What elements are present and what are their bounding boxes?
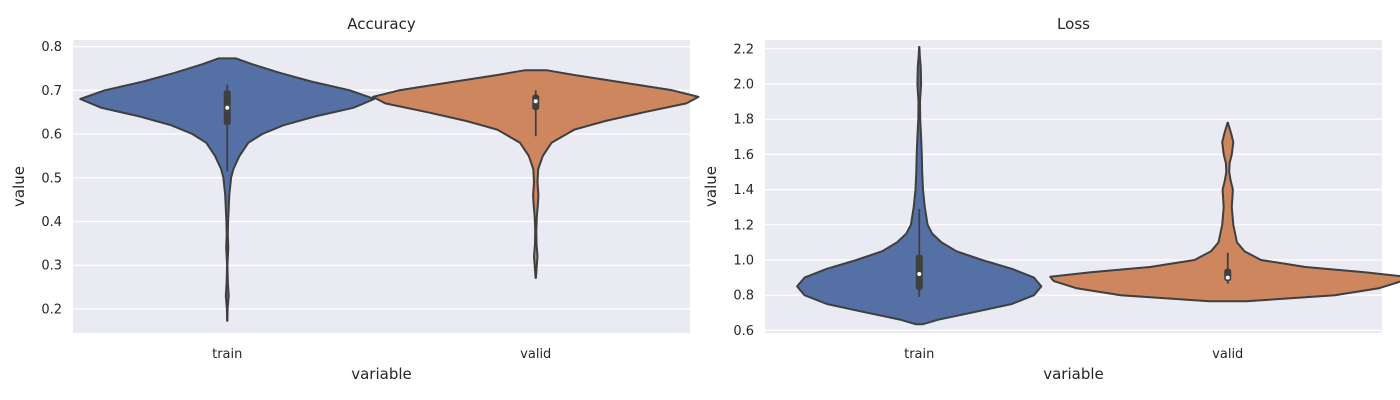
violins xyxy=(796,46,1400,326)
y-tick-label: 1.2 xyxy=(733,218,754,233)
y-tick-label: 0.8 xyxy=(41,40,62,55)
y-tick-label: 1.8 xyxy=(733,113,754,128)
y-tick-label: 0.3 xyxy=(41,259,62,274)
accuracy-panel: 0.2 0.3 0.4 0.5 0.6 0.7 0.8 train valid Accurac… xyxy=(10,15,700,383)
y-axis-label: value xyxy=(10,166,28,207)
x-tick-label: valid xyxy=(520,347,551,362)
y-tick-label: 0.7 xyxy=(41,84,62,99)
x-tick-label: valid xyxy=(1212,347,1243,362)
y-tick-label: 2.0 xyxy=(733,77,754,92)
x-axis-label: variable xyxy=(351,365,412,383)
y-tick-label: 1.4 xyxy=(733,183,754,198)
x-tick-labels: train valid xyxy=(212,347,551,362)
y-tick-label: 0.4 xyxy=(41,215,62,230)
y-tick-label: 0.8 xyxy=(733,289,754,304)
chart-title: Accuracy xyxy=(347,15,416,33)
y-tick-labels: 0.6 0.8 1.0 1.2 1.4 1.6 1.8 2.0 2.2 xyxy=(733,42,754,339)
median-marker-valid xyxy=(1225,275,1230,280)
y-tick-label: 0.6 xyxy=(41,128,62,143)
y-tick-label: 1.6 xyxy=(733,148,754,163)
x-tick-labels: train valid xyxy=(904,347,1243,362)
loss-panel: 0.6 0.8 1.0 1.2 1.4 1.6 1.8 2.0 2.2 train valid L… xyxy=(702,15,1400,383)
y-tick-label: 0.5 xyxy=(41,171,62,186)
x-tick-label: train xyxy=(212,347,242,362)
y-tick-labels: 0.2 0.3 0.4 0.5 0.6 0.7 0.8 xyxy=(41,40,62,317)
x-axis-label: variable xyxy=(1043,365,1104,383)
y-axis-label: value xyxy=(702,166,720,207)
violins xyxy=(79,57,700,322)
violin-train xyxy=(79,57,376,322)
median-marker-train xyxy=(917,272,922,277)
y-tick-label: 1.0 xyxy=(733,253,754,268)
median-marker-train xyxy=(225,105,230,110)
violin-valid xyxy=(372,69,700,279)
median-marker-valid xyxy=(533,99,538,104)
x-tick-label: train xyxy=(904,347,934,362)
chart-title: Loss xyxy=(1057,15,1090,33)
violin-valid xyxy=(1049,121,1400,303)
violin-train xyxy=(796,46,1043,326)
y-tick-label: 2.2 xyxy=(733,42,754,57)
y-tick-label: 0.6 xyxy=(733,324,754,339)
y-tick-label: 0.2 xyxy=(41,302,62,317)
